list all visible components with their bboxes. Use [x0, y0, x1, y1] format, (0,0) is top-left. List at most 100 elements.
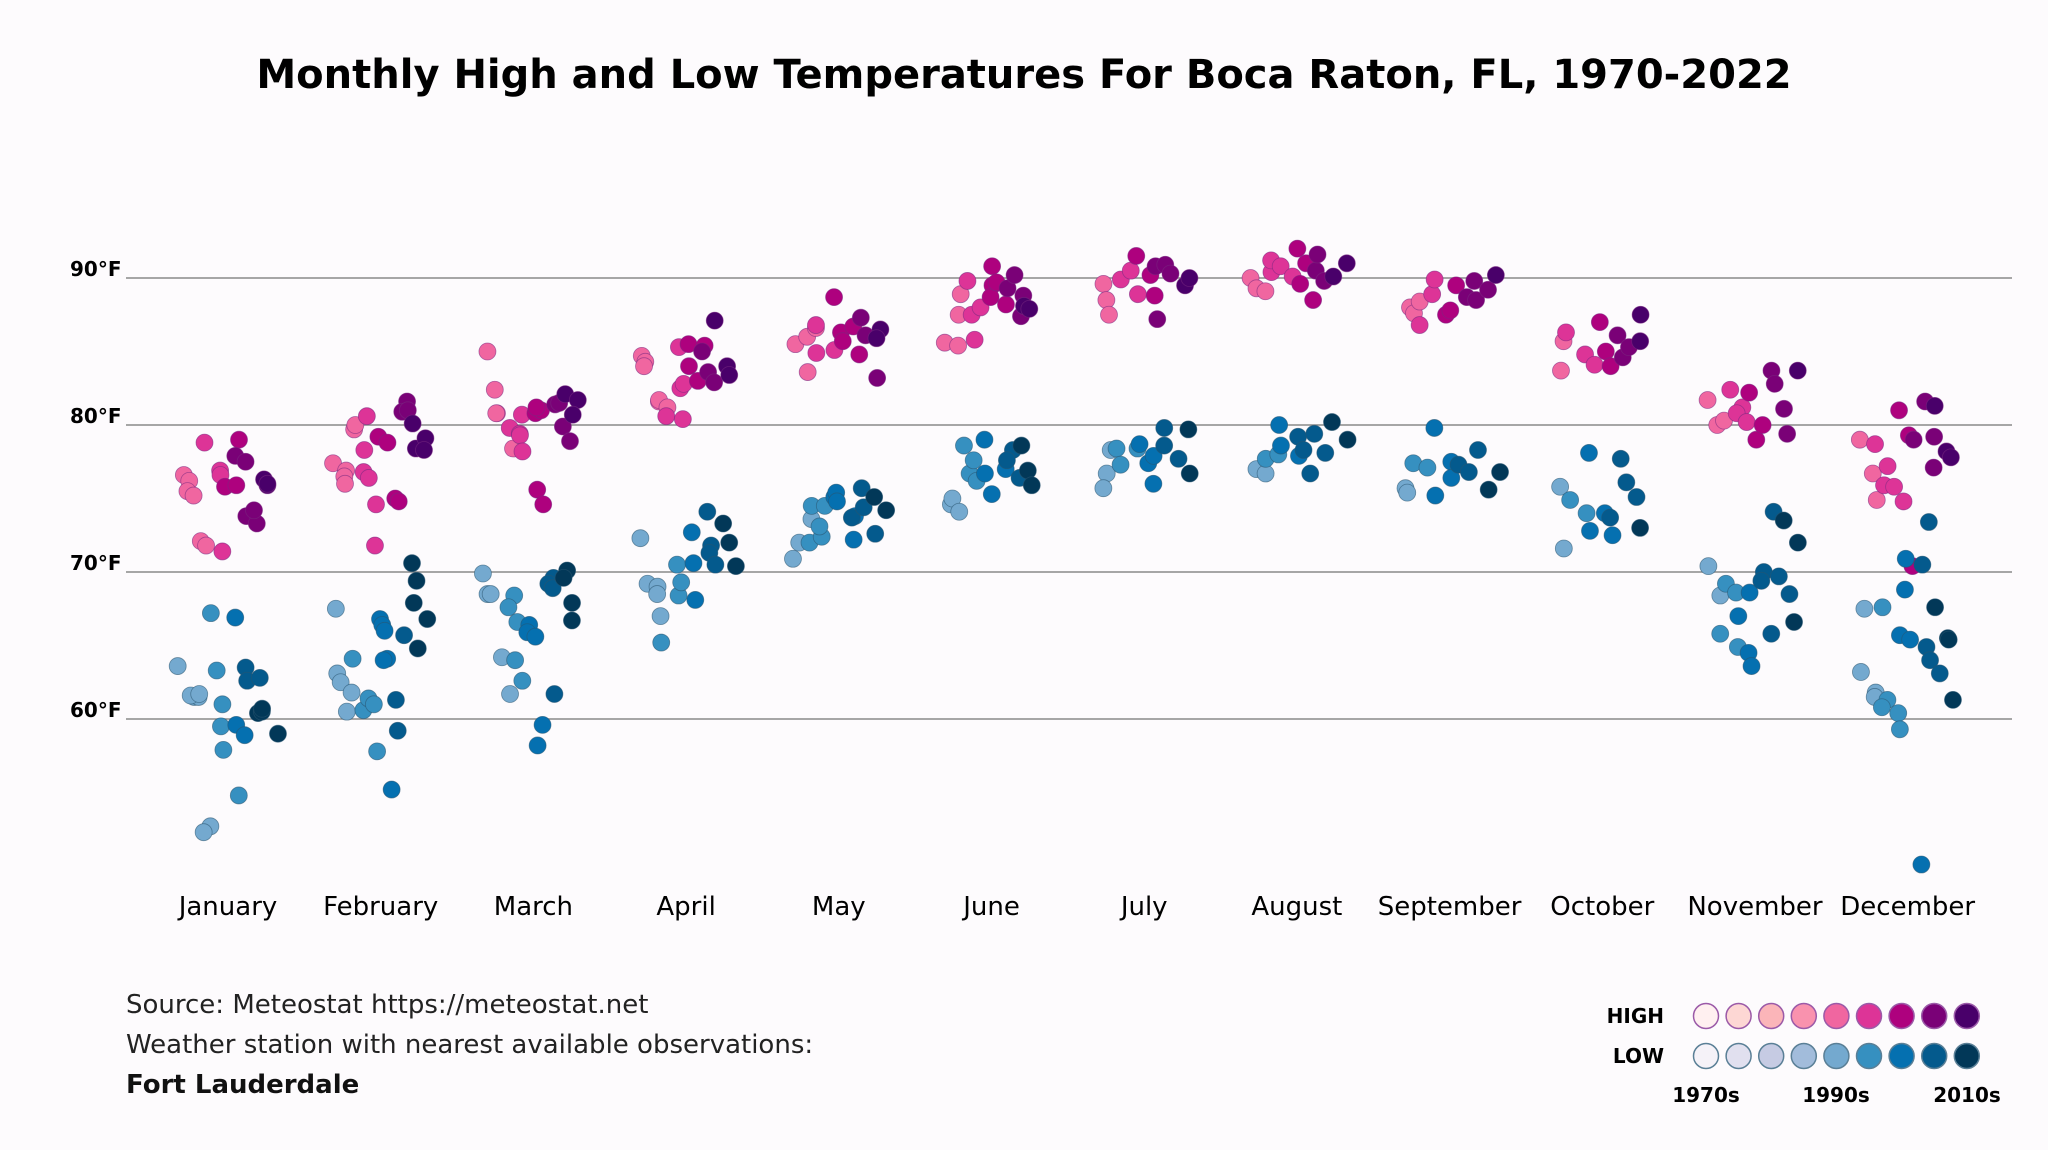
high-temp-point	[1863, 464, 1882, 483]
low-temp-point	[563, 593, 581, 612]
low-temp-point	[1601, 508, 1620, 527]
high-temp-point	[1467, 291, 1485, 309]
high-temp-point	[236, 452, 255, 471]
station-note: Weather station with nearest available o…	[126, 1030, 814, 1060]
x-axis: January February March April May June July Augu…	[177, 892, 1976, 922]
high-temp-point	[867, 329, 886, 348]
legend-high-swatch	[1790, 1002, 1818, 1030]
low-temp-point	[668, 555, 686, 574]
low-temp-point	[1398, 483, 1417, 502]
low-temp-point	[407, 571, 426, 590]
high-temp-point	[1867, 491, 1886, 509]
low-temp-point	[727, 557, 745, 576]
low-temp-point	[706, 555, 725, 574]
low-temp-point	[1338, 430, 1357, 449]
low-temp-point	[1855, 599, 1874, 618]
low-temp-point	[1459, 463, 1478, 481]
high-temp-point	[1129, 285, 1147, 304]
high-temp-point	[868, 369, 887, 387]
high-temp-point	[195, 433, 214, 452]
low-temp-point	[1896, 580, 1914, 599]
low-temp-point	[976, 464, 994, 483]
low-temp-point	[852, 479, 871, 498]
high-temp-point	[1753, 416, 1772, 434]
high-temp-point	[366, 536, 384, 555]
low-temp-point	[388, 721, 407, 740]
low-temp-point	[269, 724, 287, 743]
high-temp-point	[1737, 413, 1756, 431]
legend-high-swatch	[1855, 1002, 1883, 1030]
high-temp-point	[1288, 239, 1307, 258]
low-temp-point	[1272, 436, 1290, 455]
low-temp-point	[1577, 504, 1596, 523]
low-temp-point	[207, 661, 226, 680]
x-tick-label: May	[812, 892, 866, 922]
high-temp-point	[807, 344, 826, 362]
high-temp-point	[227, 476, 246, 495]
high-temp-point	[1601, 357, 1620, 376]
legend-high-swatch	[1725, 1002, 1752, 1030]
low-temp-point	[1012, 436, 1031, 455]
low-temp-point	[1551, 477, 1570, 496]
high-temp-point	[357, 407, 376, 426]
low-temp-point	[1926, 598, 1944, 617]
low-temp-point	[1890, 720, 1909, 739]
high-temp-point	[1608, 326, 1627, 345]
high-temp-point	[1425, 270, 1444, 289]
low-temp-point	[1752, 571, 1771, 590]
low-temp-point	[844, 530, 863, 549]
high-temp-point	[1291, 274, 1310, 293]
high-temp-point	[485, 380, 504, 399]
high-temp-point	[1778, 424, 1797, 443]
high-temp-point	[673, 410, 692, 429]
low-temp-point	[1111, 455, 1130, 474]
low-temp-point	[1919, 513, 1938, 531]
low-temp-point	[1913, 555, 1932, 574]
high-temp-point	[680, 357, 698, 376]
low-temp-point	[682, 523, 701, 542]
low-temp-point	[1107, 439, 1126, 458]
low-temp-point	[1617, 473, 1636, 492]
high-temp-point	[1698, 391, 1717, 409]
x-tick-label: April	[656, 892, 715, 922]
low-temp-point	[1901, 630, 1920, 649]
low-temp-point	[1305, 424, 1324, 443]
low-temp-point	[1896, 549, 1915, 568]
high-temp-point	[1486, 266, 1505, 284]
low-temp-point	[342, 683, 361, 702]
low-temp-point	[1323, 413, 1341, 431]
high-temp-point	[1465, 272, 1484, 290]
high-temp-point	[635, 357, 653, 376]
low-temp-point	[326, 599, 345, 618]
high-temp-point	[553, 417, 572, 436]
high-temp-point	[1925, 427, 1944, 446]
high-temp-point	[1020, 299, 1039, 318]
legend-period-label: 1990s	[1802, 1083, 1870, 1107]
low-temp-point	[1729, 607, 1748, 625]
legend-high-label: HIGH	[1607, 1004, 1664, 1028]
y-tick-label: 80°F	[70, 404, 122, 428]
low-temp-point	[714, 514, 733, 533]
low-temp-point	[374, 651, 393, 670]
high-temp-point	[1410, 316, 1429, 334]
high-temp-point	[1308, 245, 1327, 264]
low-temp-point	[955, 436, 973, 455]
low-temp-point	[499, 598, 518, 617]
high-temp-point	[1100, 305, 1118, 324]
chart-title: Monthly High and Low Temperatures For Bo…	[256, 52, 1791, 98]
low-temp-point	[213, 695, 232, 714]
high-temp-point	[1423, 285, 1442, 304]
high-temp-point	[1097, 291, 1116, 309]
high-temp-point	[378, 433, 397, 452]
legend-period-label: 2010s	[1933, 1083, 2001, 1107]
x-tick-label: January	[177, 892, 278, 922]
low-temp-point	[1094, 479, 1113, 498]
high-temp-point	[1180, 269, 1199, 287]
x-tick-label: February	[323, 892, 438, 922]
high-temp-point	[245, 501, 263, 520]
high-temp-point	[1890, 401, 1908, 420]
low-temp-point	[387, 690, 405, 709]
low-temp-point	[1774, 511, 1793, 530]
high-temp-point	[213, 542, 232, 561]
